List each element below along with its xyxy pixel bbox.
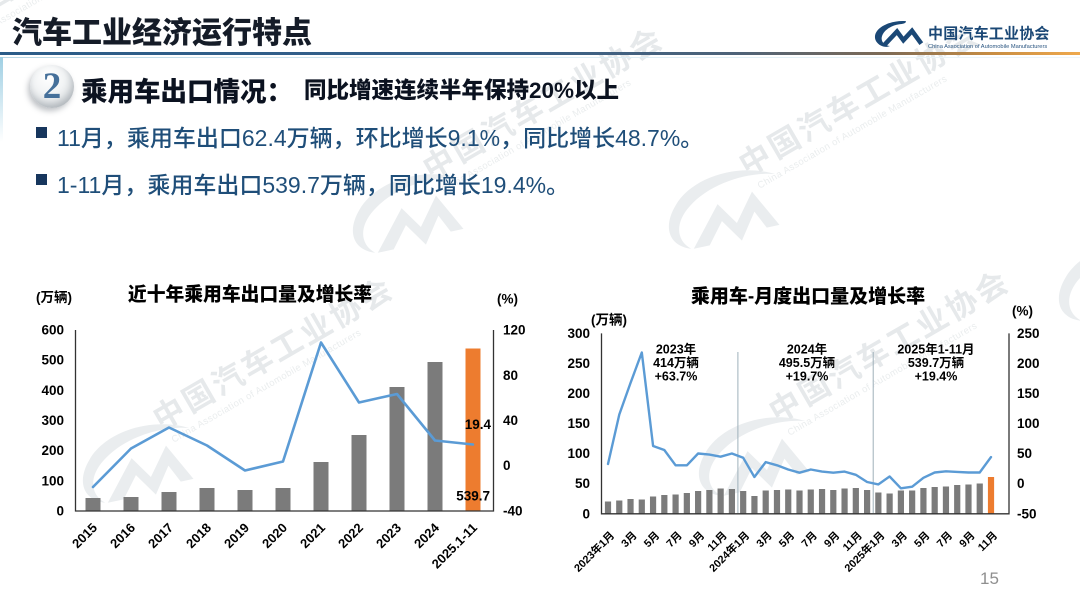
svg-text:150: 150 xyxy=(567,416,590,431)
svg-text:2016: 2016 xyxy=(107,520,138,551)
svg-text:2018: 2018 xyxy=(183,520,214,551)
svg-text:近十年乘用车出口量及增长率: 近十年乘用车出口量及增长率 xyxy=(128,283,372,305)
svg-text:乘用车-月度出口量及增长率: 乘用车-月度出口量及增长率 xyxy=(691,285,925,308)
svg-text:50: 50 xyxy=(575,476,590,491)
svg-text:200: 200 xyxy=(41,443,64,458)
svg-text:400: 400 xyxy=(41,383,64,398)
svg-text:3月: 3月 xyxy=(754,529,775,550)
svg-text:2024: 2024 xyxy=(411,519,443,551)
svg-text:120: 120 xyxy=(503,323,526,338)
svg-text:China Association of Automobil: China Association of Automobile Manufact… xyxy=(928,44,1047,50)
svg-text:300: 300 xyxy=(41,413,64,428)
svg-text:5月: 5月 xyxy=(776,529,797,550)
svg-text:2023: 2023 xyxy=(373,520,404,551)
svg-text:0: 0 xyxy=(582,506,590,521)
svg-text:414万辆: 414万辆 xyxy=(653,355,699,370)
svg-text:+19.4%: +19.4% xyxy=(915,370,958,384)
svg-text:7月: 7月 xyxy=(799,529,820,550)
svg-text:40: 40 xyxy=(503,413,518,428)
svg-text:(万辆): (万辆) xyxy=(36,290,72,305)
svg-text:9月: 9月 xyxy=(957,529,978,550)
svg-text:5月: 5月 xyxy=(641,529,662,550)
svg-text:11月: 11月 xyxy=(975,529,1000,554)
svg-text:600: 600 xyxy=(41,323,64,338)
svg-text:(%): (%) xyxy=(1012,304,1033,319)
svg-text:9月: 9月 xyxy=(821,529,842,550)
svg-text:+19.7%: +19.7% xyxy=(786,370,829,384)
svg-text:+63.7%: +63.7% xyxy=(655,370,698,384)
svg-text:0: 0 xyxy=(56,504,64,519)
svg-text:2024年: 2024年 xyxy=(787,342,827,357)
svg-text:250: 250 xyxy=(1017,326,1040,341)
svg-text:200: 200 xyxy=(1017,356,1040,371)
svg-text:3月: 3月 xyxy=(889,529,910,550)
svg-text:2023年1月: 2023年1月 xyxy=(571,528,617,574)
svg-text:19.4: 19.4 xyxy=(465,417,492,432)
svg-text:5月: 5月 xyxy=(911,529,932,550)
svg-text:(万辆): (万辆) xyxy=(591,313,627,328)
svg-text:50: 50 xyxy=(1017,446,1032,461)
svg-text:2020: 2020 xyxy=(259,520,290,551)
svg-text:495.5万辆: 495.5万辆 xyxy=(779,355,836,370)
svg-text:300: 300 xyxy=(567,326,590,341)
svg-text:100: 100 xyxy=(1017,416,1040,431)
svg-text:539.7: 539.7 xyxy=(456,489,490,504)
svg-text:9月: 9月 xyxy=(686,529,707,550)
svg-text:中国汽车工业协会: 中国汽车工业协会 xyxy=(928,25,1050,43)
svg-text:500: 500 xyxy=(41,353,64,368)
svg-text:2023年: 2023年 xyxy=(656,342,696,357)
svg-text:2019: 2019 xyxy=(221,520,252,551)
svg-text:2025年1-11月: 2025年1-11月 xyxy=(897,342,974,357)
svg-text:0: 0 xyxy=(503,458,511,473)
svg-text:150: 150 xyxy=(1017,386,1040,401)
svg-text:7月: 7月 xyxy=(934,529,955,550)
svg-text:100: 100 xyxy=(567,446,590,461)
svg-text:250: 250 xyxy=(567,356,590,371)
svg-text:(%): (%) xyxy=(497,292,518,307)
svg-text:539.7万辆: 539.7万辆 xyxy=(908,355,965,370)
svg-text:100: 100 xyxy=(41,473,64,488)
svg-text:3月: 3月 xyxy=(619,529,640,550)
svg-text:2017: 2017 xyxy=(145,520,176,551)
svg-text:-40: -40 xyxy=(503,504,523,519)
svg-text:80: 80 xyxy=(503,368,518,383)
svg-text:2021: 2021 xyxy=(297,520,328,551)
svg-text:-50: -50 xyxy=(1017,506,1037,521)
svg-text:2015: 2015 xyxy=(69,520,100,551)
svg-text:0: 0 xyxy=(1017,476,1025,491)
svg-text:2022: 2022 xyxy=(335,520,366,551)
svg-text:200: 200 xyxy=(567,386,590,401)
svg-text:7月: 7月 xyxy=(664,529,685,550)
